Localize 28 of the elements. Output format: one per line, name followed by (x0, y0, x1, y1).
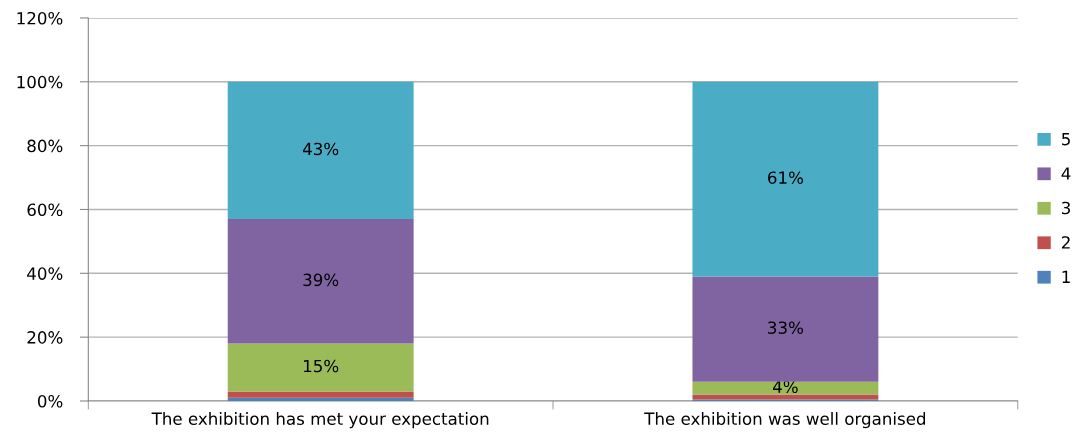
legend-label: 4 (1061, 167, 1071, 180)
bar (227, 81, 414, 220)
y-tick-label: 120% (17, 11, 63, 25)
data-label: 43% (302, 142, 339, 156)
data-label: 61% (768, 171, 803, 184)
legend-label: 2 (1061, 236, 1070, 249)
legend-label: 1 (1062, 270, 1070, 283)
y-tick-label: 40% (27, 267, 63, 280)
bar (227, 343, 414, 392)
y-tick-label: 0% (37, 394, 63, 408)
bar (692, 81, 879, 277)
x-tick-label: The exhibition was well organised (644, 412, 926, 429)
data-label: 4% (773, 380, 798, 394)
y-tick-label: 20% (27, 331, 63, 344)
y-tick-label: 60% (27, 203, 63, 217)
bar (692, 381, 879, 395)
y-tick-label: 80% (27, 139, 63, 153)
bar (692, 276, 879, 382)
legend-label: 3 (1062, 201, 1071, 215)
bar (227, 397, 414, 401)
y-tick-label: 100% (17, 75, 63, 89)
x-tick-label: The exhibition has met your expectation (151, 412, 489, 429)
bar (227, 391, 414, 398)
data-label: 15% (303, 359, 339, 373)
bar (227, 219, 414, 344)
data-label: 39% (303, 273, 339, 287)
data-label: 33% (768, 321, 803, 335)
legend-label: 5 (1062, 132, 1070, 146)
